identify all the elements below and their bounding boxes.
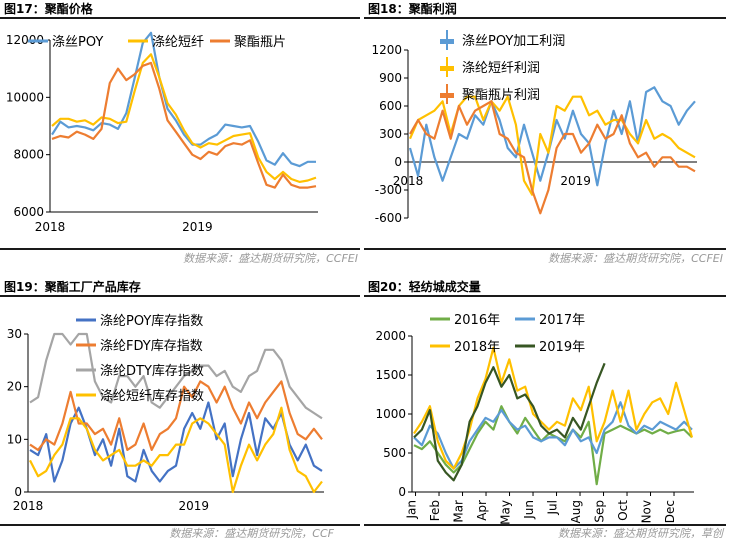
- bottom-rule: [0, 248, 360, 250]
- x-tick-label: 2019: [178, 499, 209, 513]
- y-tick-label: 900: [379, 71, 402, 85]
- y-tick-label: 0: [14, 485, 22, 499]
- y-tick-label: 1200: [371, 43, 402, 57]
- x-tick-label: Feb: [428, 500, 442, 521]
- y-tick-label: 0: [398, 485, 406, 499]
- series-line-0: [413, 405, 693, 486]
- y-tick-label: 8000: [13, 148, 44, 162]
- chart-title: 图18：聚酯利润: [368, 2, 457, 16]
- x-tick-label: Mar: [452, 500, 466, 523]
- chart-title: 图19：聚酯工厂产品库存: [4, 280, 141, 294]
- legend-label: 2019年: [539, 340, 585, 355]
- legend-label: 2017年: [539, 313, 585, 328]
- chart-polyester-inventory: 0 10 20 30 2018 2019 涤纶POY库存指数涤纶FDY库存指数涤纶DTY库存…: [7, 313, 324, 513]
- y-tick-label: 2000: [375, 329, 406, 343]
- legend-label: 涤丝POY加工利润: [462, 34, 565, 49]
- panel-polyester-profit: 图18：聚酯利润 -600 -300 0 300 600 900 1200 2018 2019 涤…: [364, 0, 729, 271]
- series-line-0: [51, 31, 316, 168]
- series-line-2: [51, 61, 317, 189]
- legend-label: 涤丝POY: [52, 35, 103, 50]
- legend-label: 2018年: [454, 340, 500, 355]
- series-line-2: [29, 332, 323, 420]
- chart-title: 图17：聚酯价格: [4, 2, 93, 16]
- x-tick-label: Nov: [640, 500, 654, 523]
- x-tick-label: 2018: [393, 174, 424, 188]
- y-tick-label: 500: [383, 446, 406, 460]
- x-tick-label: Apr: [475, 500, 489, 521]
- bottom-rule: [364, 248, 726, 250]
- panel-textile-volume: 图20：轻纺城成交量 0 500 1000 1500 2000 Jan Feb Mar Apr M…: [364, 278, 729, 543]
- legend-label: 涤纶DTY库存指数: [100, 363, 204, 379]
- y-tick-label: 300: [379, 127, 402, 141]
- series-line-0: [408, 86, 696, 187]
- chart-source: 数据来源：盛达期货研究院，CCF: [169, 527, 334, 540]
- legend-label: 涤纶短纤库存指数: [100, 388, 204, 404]
- x-tick-label: Jul: [546, 500, 560, 515]
- x-tick-label: Aug: [569, 500, 583, 523]
- chart-polyester-profit: -600 -300 0 300 600 900 1200 2018 2019 涤丝POY加工利润涤…: [371, 30, 697, 225]
- y-tick-label: -300: [375, 183, 402, 197]
- title-rule: [364, 295, 726, 297]
- y-tick-label: 6000: [13, 205, 44, 219]
- series-line-2: [413, 346, 694, 470]
- chart-source: 数据来源：盛达期货研究院，CCFEI: [183, 252, 358, 265]
- y-tick-label: 30: [7, 327, 22, 341]
- title-rule: [0, 295, 360, 297]
- x-tick-label: Jan: [405, 500, 419, 520]
- bottom-rule: [364, 524, 726, 526]
- x-tick-label: May: [499, 500, 513, 524]
- y-tick-label: 10000: [6, 90, 44, 104]
- x-tick-label: Jun: [522, 500, 536, 520]
- series-line-3: [29, 406, 323, 494]
- series-line-0: [29, 401, 323, 483]
- y-tick-label: 20: [7, 380, 22, 394]
- series-line-1: [413, 401, 693, 470]
- bottom-rule: [0, 524, 360, 526]
- legend-label: 涤纶POY库存指数: [100, 313, 203, 329]
- series-line-1: [51, 53, 317, 183]
- x-tick-label: Sep: [593, 500, 607, 523]
- chart-textile-volume: 0 500 1000 1500 2000 Jan Feb Mar Apr May Jun Jul Aug…: [375, 313, 694, 524]
- y-tick-label: 12000: [6, 33, 44, 47]
- x-tick-label: Dec: [663, 500, 677, 523]
- legend-label: 2016年: [454, 313, 500, 328]
- chart-polyester-price: 6000 8000 10000 12000 2018 2019 涤丝POY 涤纶短纤 聚酯瓶片: [6, 31, 318, 234]
- series-line-1: [408, 95, 696, 196]
- y-tick-label: 1000: [375, 407, 406, 421]
- chart-title: 图20：轻纺城成交量: [368, 280, 481, 294]
- title-rule: [364, 17, 726, 19]
- x-tick-label: 2018: [13, 499, 44, 513]
- panel-polyester-price: 图17：聚酯价格 6000 8000 10000 12000 2018 2019 涤丝POY…: [0, 0, 364, 271]
- legend-label: 聚酯瓶片利润: [462, 88, 540, 103]
- panel-polyester-inventory: 图19：聚酯工厂产品库存 0 10 20 30 2018 2019 涤纶POY库存指数 涤纶F…: [0, 278, 364, 543]
- legend-label: 涤纶短纤利润: [462, 61, 540, 76]
- x-tick-label: 2018: [35, 220, 66, 234]
- series-line-2: [409, 100, 696, 215]
- x-tick-label: 2019: [560, 174, 591, 188]
- legend-label: 聚酯瓶片: [234, 35, 286, 50]
- title-rule: [0, 17, 360, 19]
- chart-source: 数据来源：盛达期货研究院，CCFEI: [548, 252, 723, 265]
- y-tick-label: 10: [7, 432, 22, 446]
- legend-label: 涤纶短纤: [152, 35, 204, 50]
- series-line-1: [29, 380, 323, 451]
- y-tick-label: 0: [394, 155, 402, 169]
- y-tick-label: 600: [379, 99, 402, 113]
- legend-label: 涤纶FDY库存指数: [100, 338, 203, 354]
- series-line-3: [413, 362, 606, 482]
- x-tick-label: 2019: [182, 220, 213, 234]
- chart-source: 数据来源：盛达期货研究院，草创: [558, 527, 723, 540]
- y-tick-label: -600: [375, 211, 402, 225]
- y-tick-label: 1500: [375, 368, 406, 382]
- x-tick-label: Oct: [616, 500, 630, 521]
